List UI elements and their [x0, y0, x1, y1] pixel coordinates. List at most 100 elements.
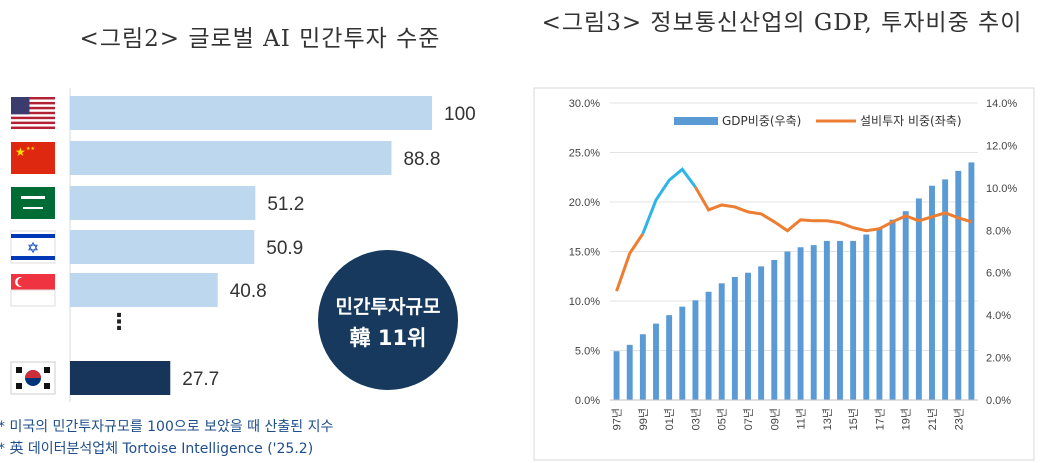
flag-star: ★★ — [26, 146, 35, 152]
flag-stripe — [11, 106, 55, 110]
x-tick-label: 09년 — [768, 408, 781, 430]
gdp-bar — [653, 323, 659, 400]
x-tick-label: 21년 — [926, 408, 939, 430]
left-panel: <그림2> 글로벌 AI 민간투자 수준 100 88.8 ★ ★★ 51.2 50.9 ✡… — [0, 0, 520, 463]
flag-canton — [11, 97, 30, 115]
y-right-tick-label: 4.0% — [986, 310, 1011, 322]
y-right-tick-label: 12.0% — [986, 140, 1017, 152]
gdp-bar — [876, 228, 883, 400]
legend-swatch-gdp — [674, 117, 718, 125]
gdp-bar — [968, 162, 975, 400]
flag-taegeuk-red — [25, 370, 41, 378]
flag-israel-icon: ✡ — [10, 230, 56, 264]
flag-china-icon: ★ ★★ — [11, 142, 55, 174]
y-left-tick-label: 0.0% — [575, 395, 600, 407]
flag-usa-icon — [11, 97, 55, 129]
flag-saudi-icon — [11, 187, 55, 219]
flag-stripe — [11, 97, 55, 100]
y-right-tick-label: 8.0% — [986, 225, 1011, 237]
gdp-bar — [942, 179, 949, 400]
investment-line-highlight — [641, 167, 697, 235]
y-left-tick-label: 10.0% — [569, 296, 600, 308]
investment-line — [615, 232, 645, 292]
gdp-bar — [705, 291, 712, 400]
flag-stripe — [11, 111, 55, 115]
gdp-bar — [666, 315, 673, 400]
flag-star: ★ — [15, 145, 26, 159]
x-tick-label: 01년 — [663, 408, 676, 430]
gdp-bar — [745, 272, 751, 400]
right-panel: <그림3> 정보통신산업의 GDP, 투자비중 추이 0.0% 5.0% 10.0%… — [520, 0, 1044, 463]
flag-stripe — [11, 116, 55, 120]
gdp-bar — [613, 351, 620, 400]
flag-star: ✡ — [27, 239, 40, 257]
y-left-tick-label: 5.0% — [575, 346, 600, 358]
bar-saudi-arabia — [70, 186, 256, 220]
x-tick-label: 23년 — [952, 408, 965, 430]
flag-sword — [23, 207, 43, 209]
gdp-bar — [837, 240, 843, 400]
x-tick-label: 17년 — [873, 408, 886, 430]
bar-value-label: 27.7 — [182, 369, 219, 390]
chart-frame — [533, 87, 1035, 461]
flag-band — [11, 234, 55, 238]
x-tick-label: 15년 — [847, 408, 860, 430]
figure2-title: <그림2> 글로벌 AI 민간투자 수준 — [79, 26, 441, 52]
gdp-bar — [823, 240, 830, 400]
flag-korea-icon — [10, 361, 56, 395]
footnote-source: * 英 데이터분석업체 Tortoise Intelligence ('25.2… — [0, 441, 314, 457]
y-left-tick-label: 25.0% — [569, 148, 600, 160]
ellipsis: ⋮ — [108, 310, 130, 335]
bar-value-label: 51.2 — [267, 194, 304, 215]
flag-stripe — [11, 101, 55, 105]
y-left-tick-label: 15.0% — [569, 247, 600, 259]
gdp-bar — [626, 344, 633, 400]
y-right-tick-label: 10.0% — [986, 183, 1017, 195]
x-tick-label: 99년 — [637, 408, 650, 430]
gdp-bar — [758, 266, 765, 400]
gdp-bar — [810, 245, 817, 400]
badge-line1: 민간투자규모 — [335, 296, 441, 318]
x-tick-label: 19년 — [900, 408, 913, 430]
bar-value-label: 40.8 — [230, 281, 267, 302]
gdp-bar — [771, 259, 778, 400]
bar-usa — [70, 96, 432, 130]
gdp-bar — [863, 234, 870, 400]
gdp-bar — [955, 170, 962, 400]
bar-israel — [70, 230, 255, 264]
flag-script — [21, 196, 45, 199]
flag-stripe — [11, 121, 55, 125]
flag-singapore-icon — [10, 274, 56, 307]
x-tick-label: 03년 — [689, 408, 702, 430]
flag-band — [11, 256, 55, 260]
bar-china — [70, 141, 392, 175]
flag-trigram — [44, 367, 50, 373]
gdp-bar — [639, 334, 646, 400]
gdp-bar — [784, 251, 791, 400]
bar-value-label: 88.8 — [403, 149, 440, 170]
flag-crescent-cut — [17, 277, 27, 287]
legend-label-investment: 설비투자 비중(좌축) — [860, 114, 962, 128]
gdp-bar — [718, 283, 725, 400]
gdp-bar — [731, 276, 738, 400]
gdp-bar — [679, 306, 686, 400]
gdp-bar — [902, 211, 909, 400]
flag-field — [11, 142, 55, 174]
y-right-tick-label: 2.0% — [986, 353, 1011, 365]
flag-white — [10, 289, 56, 307]
x-tick-label: 13년 — [821, 408, 834, 430]
gdp-bar — [915, 198, 922, 400]
x-tick-label: 07년 — [742, 408, 755, 430]
ai-investment-bar-chart: 100 88.8 ★ ★★ 51.2 50.9 ✡ 40.8 27.7 — [10, 88, 476, 402]
gdp-bar — [889, 219, 896, 400]
investment-line — [694, 186, 972, 233]
flag-field — [11, 187, 55, 219]
y-right-tick-label: 14.0% — [986, 98, 1017, 110]
footnote-index: * 미국의 민간투자규모를 100으로 보았을 때 산출된 지수 — [0, 419, 334, 435]
gdp-bar — [797, 247, 804, 400]
x-tick-label: 11년 — [795, 408, 808, 430]
legend-label-gdp: GDP비중(우축) — [722, 114, 801, 128]
bar-south-korea — [70, 361, 171, 395]
gdp-bar — [929, 185, 935, 400]
y-right-tick-label: 6.0% — [986, 268, 1011, 280]
